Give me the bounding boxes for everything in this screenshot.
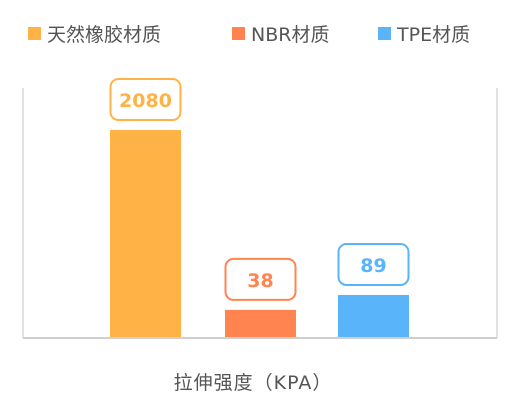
- legend-swatch-2: [232, 27, 245, 40]
- value-label-3: 89: [360, 255, 386, 277]
- bar-3: [338, 294, 409, 338]
- value-label-2: 38: [247, 270, 273, 292]
- value-label-box-2: [224, 257, 297, 301]
- value-label-box-1: [109, 78, 182, 121]
- legend-swatch-3: [378, 27, 391, 40]
- x-axis-label: 拉伸强度（KPA）: [174, 372, 333, 394]
- value-label-1: 2080: [119, 90, 172, 112]
- legend: 天然橡胶材质 NBR材质 TPE材质: [28, 24, 470, 46]
- bars: 2080 38 89: [109, 78, 410, 338]
- legend-label-1: 天然橡胶材质: [47, 24, 161, 46]
- bar-2: [225, 309, 296, 338]
- legend-label-3: TPE材质: [396, 24, 470, 46]
- value-label-box-3: [337, 242, 410, 286]
- bar-1: [110, 130, 181, 338]
- legend-label-2: NBR材质: [251, 24, 329, 46]
- legend-swatch-1: [28, 27, 41, 40]
